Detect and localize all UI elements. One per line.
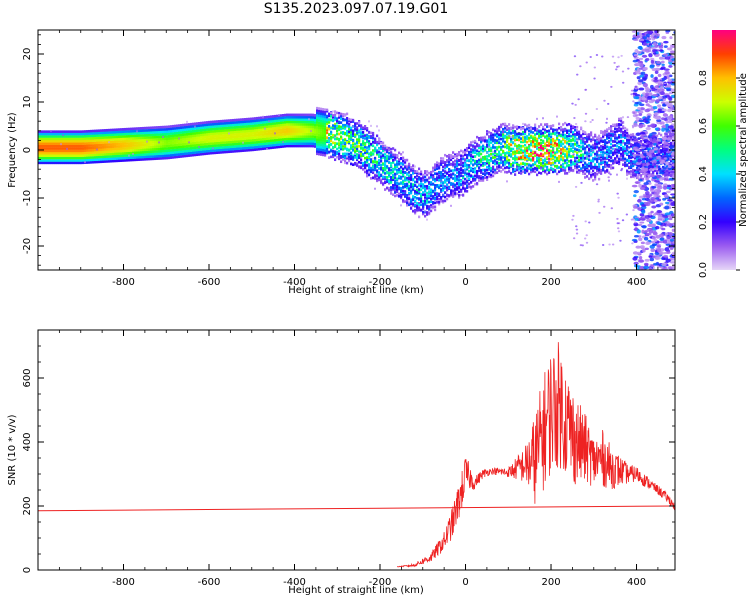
x-tick-label: 200 (541, 277, 560, 288)
x-tick-label: -200 (369, 577, 392, 588)
x-tick-label: -400 (283, 277, 306, 288)
colorbar: 0.0 0.2 0.4 0.6 0.8 Normalized spectral ampl… (698, 30, 749, 278)
spectrogram-ticks: -800 -600 -400 -200 0 200 400 -20 -10 0 10 20 (22, 30, 675, 288)
figure-title: S135.2023.097.07.19.G01 (263, 1, 449, 17)
y-tick-label: 600 (22, 368, 33, 387)
y-tick-label: 20 (22, 48, 33, 61)
x-tick-label: 0 (462, 277, 468, 288)
y-tick-label: 10 (22, 96, 33, 109)
spectrogram-ylabel: Frequency (Hz) (7, 112, 18, 188)
spectrogram-xlabel: Height of straight line (km) (288, 285, 424, 296)
colorbar-tick-label: 0.4 (698, 166, 709, 182)
spectrogram-panel: -800 -600 -400 -200 0 200 400 -20 -10 0 10 20 Heigh… (7, 29, 676, 296)
y-tick-label: 200 (22, 496, 33, 515)
snr-ticks: -800 -600 -400 -200 0 200 400 0 200 400 600 (22, 329, 675, 588)
y-tick-label: 0 (22, 147, 33, 153)
x-tick-label: -600 (198, 577, 221, 588)
snr-ylabel: SNR (10 * v/v) (7, 414, 18, 485)
colorbar-tick-label: 0.6 (698, 118, 709, 134)
colorbar-tick-label: 0.8 (698, 70, 709, 86)
x-tick-label: 0 (462, 577, 468, 588)
x-tick-label: -800 (112, 577, 135, 588)
x-tick-label: -600 (198, 277, 221, 288)
colorbar-tick-label: 0.2 (698, 214, 709, 230)
x-tick-label: 200 (541, 577, 560, 588)
snr-baseline-series (38, 505, 675, 512)
snr-xlabel: Height of straight line (km) (288, 585, 424, 596)
y-tick-label: 400 (22, 432, 33, 451)
colorbar-gradient (712, 30, 736, 270)
x-tick-label: 400 (627, 277, 646, 288)
colorbar-ticks: 0.0 0.2 0.4 0.6 0.8 (698, 70, 740, 278)
y-tick-label: -20 (22, 238, 33, 254)
y-tick-label: 0 (22, 567, 33, 573)
snr-panel: -800 -600 -400 -200 0 200 400 0 200 400 600 Height… (7, 329, 676, 596)
x-tick-label: -200 (369, 277, 392, 288)
snr-frame (37, 329, 676, 571)
x-tick-label: -800 (112, 277, 135, 288)
colorbar-tick-label: 0.0 (698, 262, 709, 278)
snr-signal-series (397, 342, 675, 568)
spectrogram-heatmap (38, 30, 675, 270)
snr-lines (38, 342, 675, 568)
x-tick-label: -400 (283, 577, 306, 588)
y-tick-label: -10 (22, 190, 33, 206)
colorbar-label: Normalized spectral amplitude (738, 73, 749, 227)
x-tick-label: 400 (627, 577, 646, 588)
